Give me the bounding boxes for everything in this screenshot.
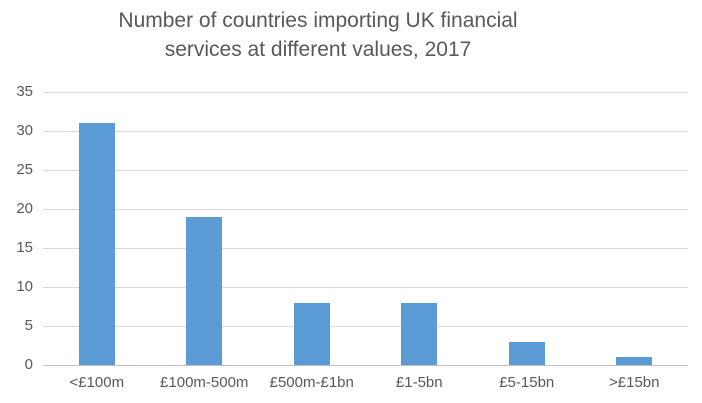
bar xyxy=(186,216,223,365)
gridline xyxy=(43,248,688,249)
x-axis-tick-label: £500m-£1bn xyxy=(269,374,354,391)
bar xyxy=(78,123,115,365)
y-axis-tick-label: 5 xyxy=(24,317,33,334)
gridline xyxy=(43,170,688,171)
plot-area: 0 5 10 15 20 25 30 35 <£100m £100m-500m £500m-£1bn… xyxy=(16,83,688,391)
bar xyxy=(293,302,330,365)
gridline xyxy=(43,131,688,132)
chart-title-line-1: Number of countries importing UK financi… xyxy=(118,9,518,32)
y-axis-tick-label: 0 xyxy=(24,356,33,373)
bar xyxy=(401,302,438,365)
x-axis-tick-label: £5-15bn xyxy=(499,374,555,391)
x-axis-tick-label: £1-5bn xyxy=(395,374,443,391)
chart-title-line-2: services at different values, 2017 xyxy=(164,38,472,61)
x-axis-line xyxy=(43,365,688,366)
x-axis-tick-label: <£100m xyxy=(69,374,125,391)
gridline xyxy=(43,209,688,210)
bar xyxy=(616,357,653,365)
y-axis-tick-label: 20 xyxy=(16,200,33,217)
gridline xyxy=(43,287,688,288)
y-axis-tick-label: 35 xyxy=(16,83,33,100)
gridline xyxy=(43,92,688,93)
chart-title: Number of countries importing UK financi… xyxy=(0,6,636,64)
x-axis-tick-label: >£15bn xyxy=(609,374,660,391)
y-axis-tick-label: 25 xyxy=(16,161,33,178)
x-axis-tick-label: £100m-500m xyxy=(160,374,249,391)
gridline xyxy=(43,326,688,327)
y-axis-tick-label: 10 xyxy=(16,278,33,295)
bar xyxy=(508,341,545,365)
y-axis-tick-label: 15 xyxy=(16,239,33,256)
y-axis-tick-label: 30 xyxy=(16,122,33,139)
